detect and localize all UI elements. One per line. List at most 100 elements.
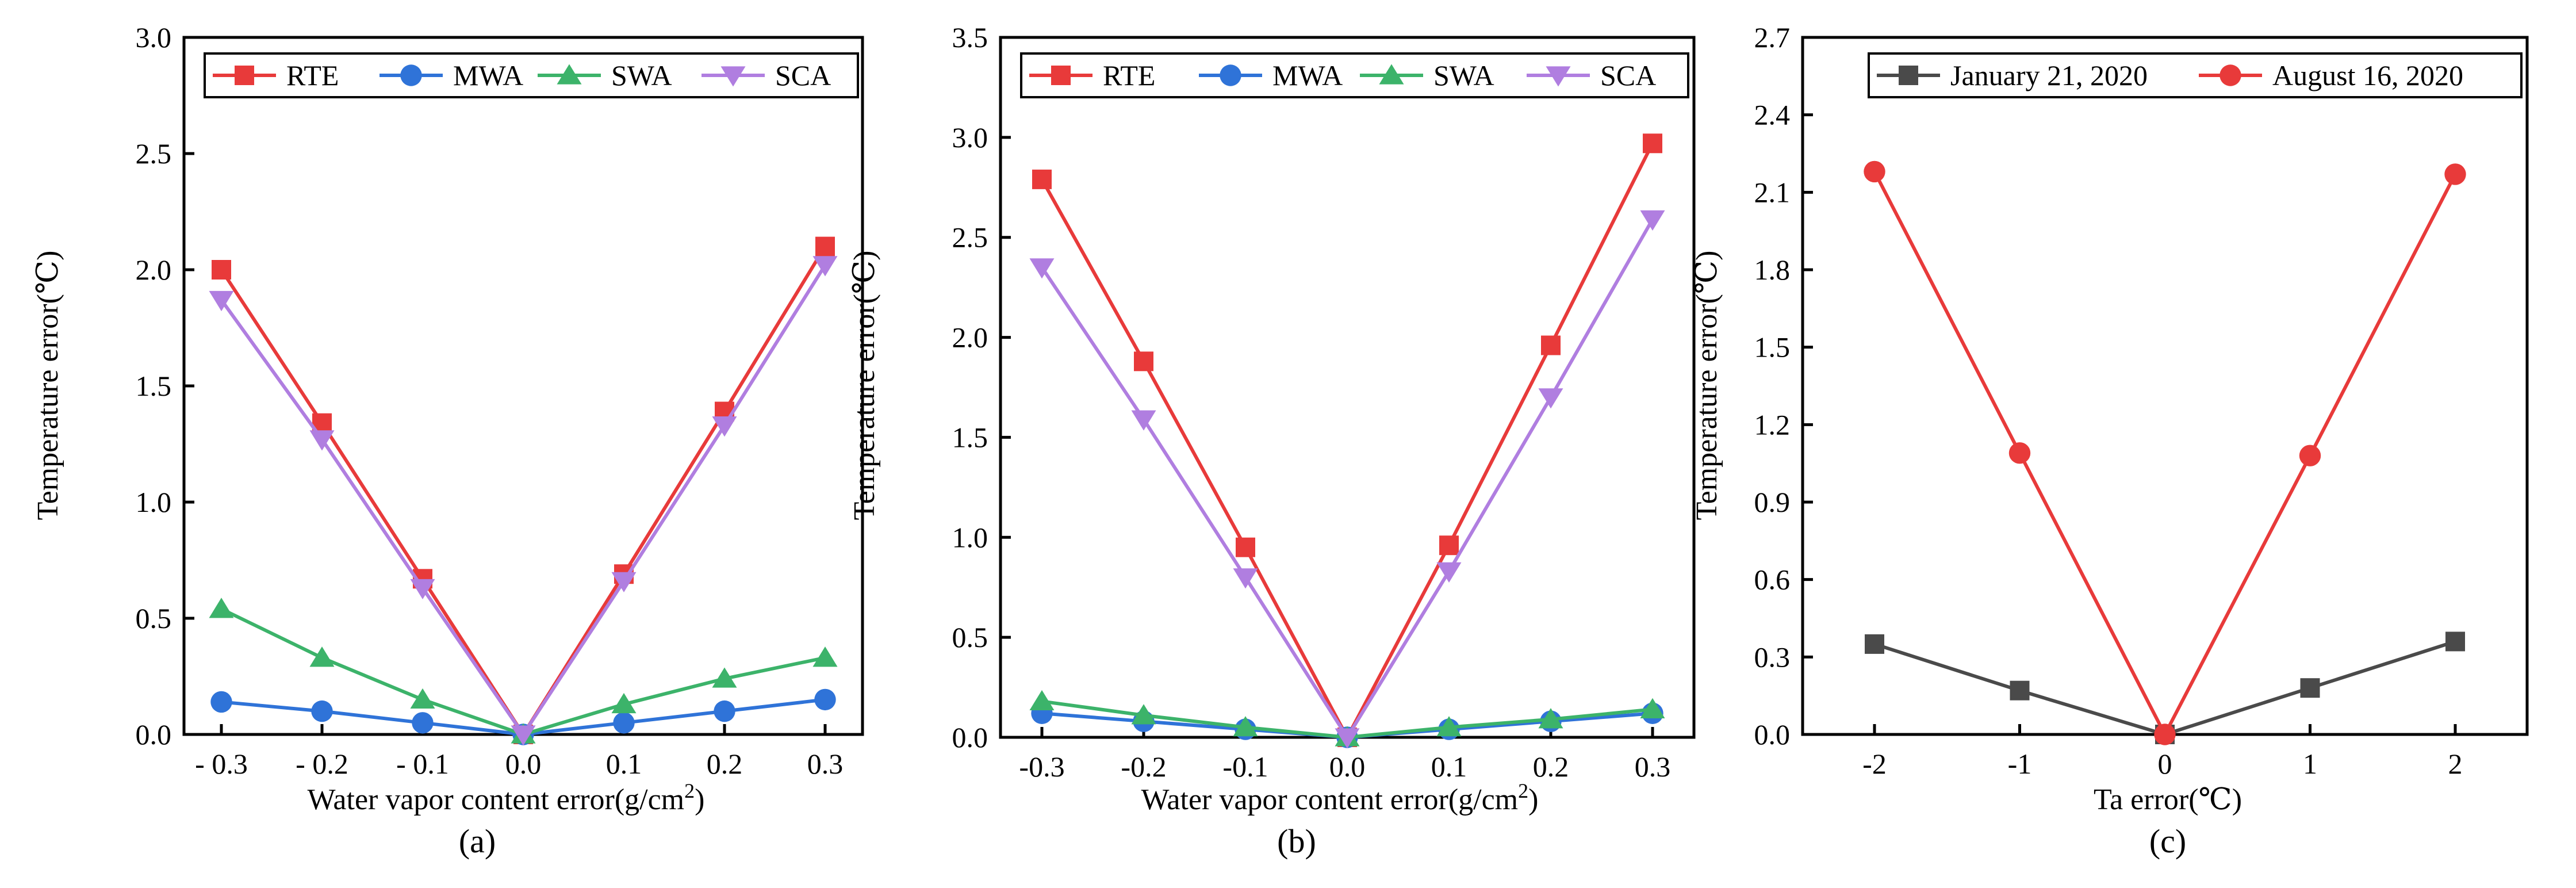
legend-box: [1868, 52, 2523, 98]
data-point: [1236, 537, 1255, 557]
data-point: [2300, 678, 2320, 698]
series-line: [220, 246, 827, 736]
legend-swatch-marker: [235, 66, 254, 85]
chart-panel-c: 0.0 0.3 0.6 0.9 1.2 1.5 1.8 2.1 2.4 2.7 -2 -1 0 1 2 Jan…: [1690, 21, 2529, 860]
x-tick-label: 1: [2303, 748, 2317, 780]
x-tick-label: 0.3: [1635, 751, 1671, 783]
data-point: [311, 700, 333, 722]
y-axis-title: Temperature error(℃): [848, 251, 881, 520]
legend-item: RTE: [1029, 59, 1155, 91]
x-tick-label: 0.0: [1329, 751, 1366, 783]
y-tick-label: 1.8: [1754, 254, 1791, 286]
y-tick-label: 1.5: [952, 421, 988, 453]
panel-label: (b): [1277, 822, 1316, 860]
data-point: [2299, 445, 2321, 466]
data-point: [1541, 335, 1561, 355]
x-tick-label: 0.1: [606, 748, 642, 780]
y-tick-label: 2.0: [136, 254, 172, 286]
data-point: [1640, 698, 1665, 718]
legend-item: MWA: [379, 59, 523, 91]
data-point: [2008, 442, 2031, 464]
data-point: [712, 416, 737, 437]
y-tick-label: 0.0: [952, 721, 988, 753]
legend-item: SCA: [702, 59, 831, 91]
chart-panel-a: 0.0 0.5 1.0 1.5 2.0 2.5 3.0 - 0.3 - 0.2 - 0.1 0.0 0…: [32, 21, 864, 860]
y-tick-label: 1.2: [1754, 408, 1791, 441]
y-tick-label: 2.0: [952, 321, 988, 354]
x-tick-label: 0.3: [807, 748, 844, 780]
legend-label: SCA: [1600, 59, 1656, 91]
x-tick-label: 0.2: [707, 748, 743, 780]
series-swa: [209, 598, 838, 744]
series-rte: [1032, 133, 1662, 747]
data-point: [209, 290, 234, 312]
y-tick-label: 2.1: [1754, 176, 1791, 208]
legend-item: SWA: [538, 59, 672, 91]
y-tick-label: 0.6: [1754, 564, 1791, 596]
legend-swatch-marker: [1899, 66, 1918, 85]
x-tick-label: -0.3: [1019, 751, 1064, 783]
data-point: [812, 646, 838, 667]
data-point: [2444, 163, 2466, 185]
x-tick-label: - 0.2: [296, 748, 348, 780]
data-point: [613, 712, 635, 734]
legend: January 21, 2020 August 16, 2020: [1868, 52, 2523, 98]
legend-item: August 16, 2020: [2199, 59, 2463, 91]
data-point: [511, 725, 536, 746]
x-tick-label: -2: [1862, 748, 1887, 780]
axes-frame: [1801, 36, 2529, 736]
series-line: [1873, 171, 2457, 736]
x-tick-label: - 0.3: [195, 748, 248, 780]
y-tick-label: 1.5: [1754, 331, 1791, 363]
axes-frame: [999, 36, 1696, 739]
legend-item: MWA: [1199, 59, 1343, 91]
x-axis-title: Water vapor content error(g/cm2): [308, 779, 705, 816]
data-point: [209, 598, 234, 618]
legend-swatch-marker: [1220, 64, 1241, 86]
series-sca: [1029, 210, 1665, 749]
data-point: [1029, 258, 1055, 279]
legend-swatch-marker: [557, 64, 582, 85]
legend-swatch-marker: [2220, 64, 2241, 86]
data-point: [1131, 410, 1156, 431]
data-point: [1032, 169, 1052, 189]
x-tick-label: - 0.1: [396, 748, 449, 780]
x-tick-label: 0.2: [1533, 751, 1569, 783]
legend-label: SCA: [775, 59, 831, 91]
legend-swatch-marker: [1379, 64, 1404, 85]
legend-swatch-marker: [1051, 66, 1071, 85]
y-tick-label: 3.0: [136, 21, 172, 53]
x-tick-label: 0.0: [505, 748, 542, 780]
y-tick-label: 0.9: [1754, 486, 1791, 518]
series-line: [220, 607, 826, 736]
data-point: [611, 692, 637, 714]
data-point: [2445, 631, 2465, 652]
y-axis-title: Temperature error(℃): [1690, 251, 1723, 520]
y-tick-label: 3.0: [952, 121, 988, 154]
series-line: [1040, 218, 1654, 739]
data-point: [1335, 728, 1360, 749]
legend-swatch-marker: [720, 66, 746, 87]
y-tick-label: 1.0: [136, 486, 172, 518]
data-point: [2154, 724, 2176, 745]
y-axis-title: Temperature error(℃): [32, 251, 64, 520]
legend-item: RTE: [213, 59, 339, 91]
y-tick-label: 0.5: [952, 621, 988, 653]
data-point: [309, 430, 335, 451]
y-tick-label: 3.5: [952, 21, 988, 53]
data-point: [815, 236, 835, 257]
y-tick-label: 1.0: [952, 521, 988, 553]
data-point: [410, 688, 435, 709]
legend-swatch-marker: [400, 64, 422, 86]
data-point: [1538, 388, 1563, 409]
axes-frame: [182, 36, 864, 736]
x-axis-title: Water vapor content error(g/cm2): [1141, 779, 1539, 816]
data-point: [712, 667, 737, 688]
panel-label: (c): [2149, 822, 2186, 860]
x-tick-label: -0.2: [1121, 751, 1166, 783]
legend-label: SWA: [1433, 59, 1494, 91]
legend-item: SCA: [1527, 59, 1656, 91]
data-point: [1029, 690, 1055, 711]
legend-swatch-marker: [1546, 66, 1571, 87]
data-point: [212, 260, 231, 280]
